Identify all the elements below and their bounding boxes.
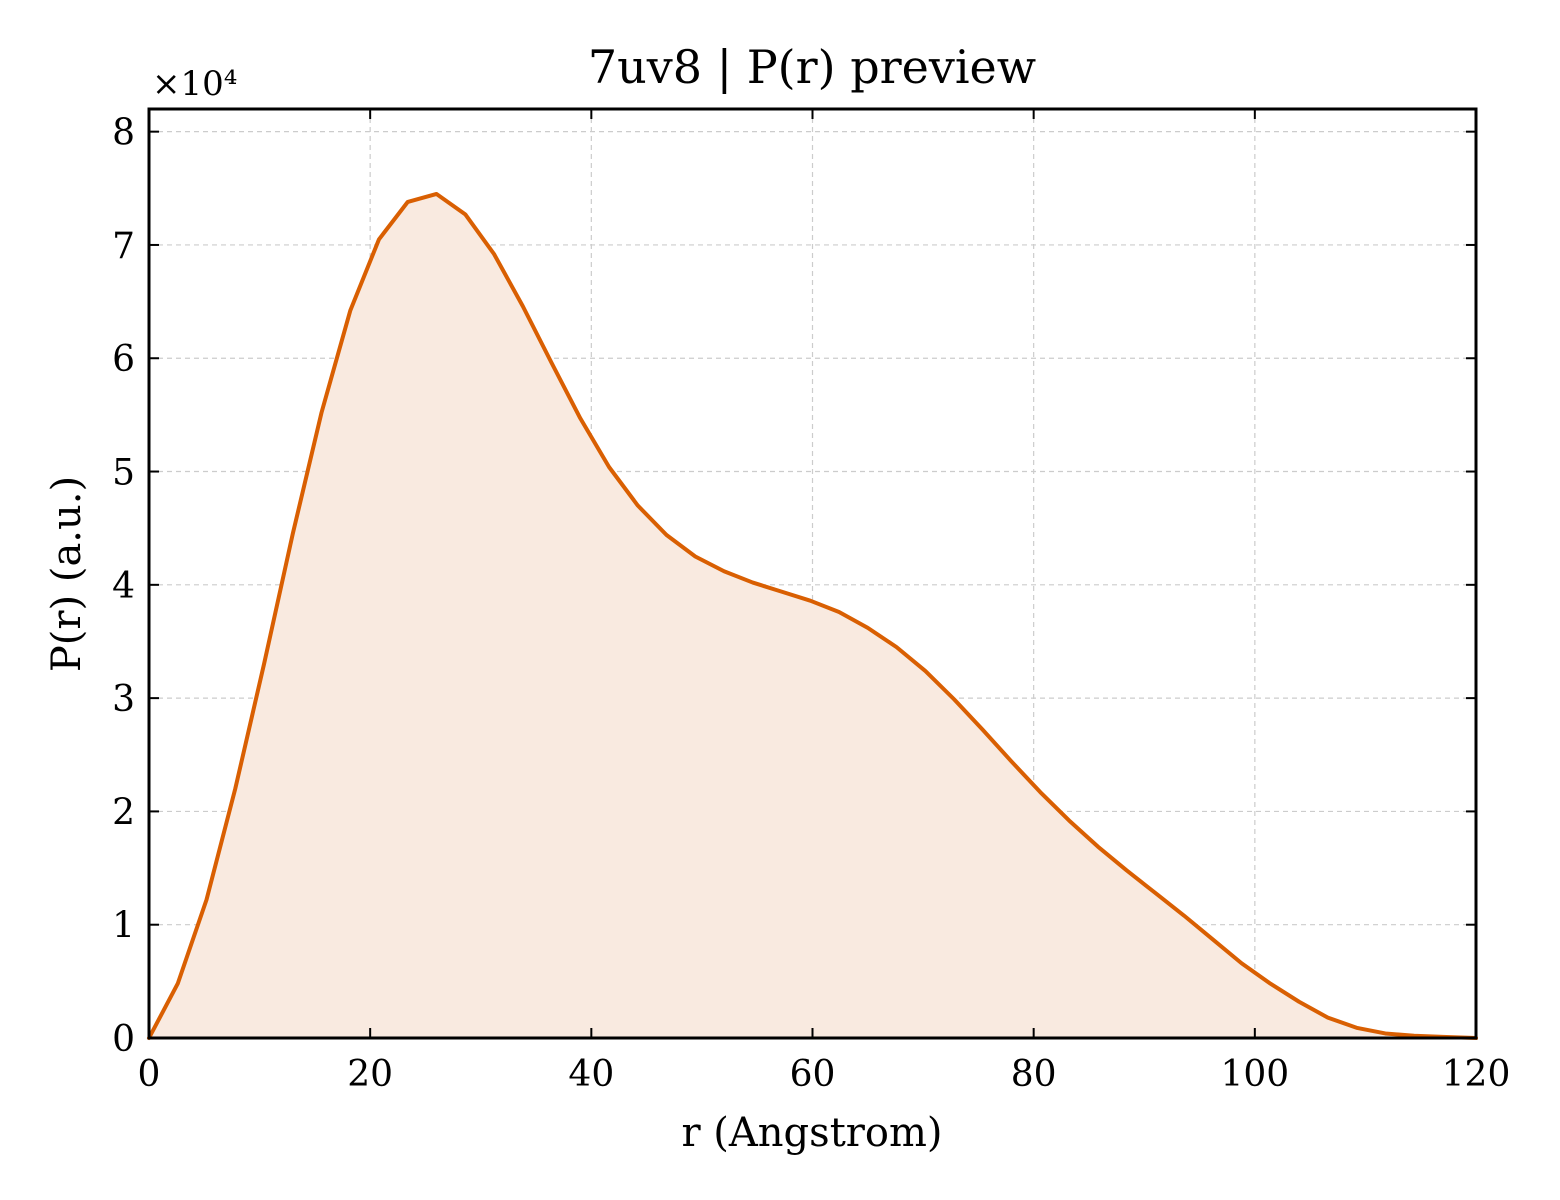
x-axis-label: r (Angstrom) [681,1110,942,1156]
pr-area-fill [149,193,1476,1039]
pr-series-line [147,191,1478,1040]
y-axis-label: P(r) (a.u.) [44,476,90,672]
y-tick-label: 3 [112,679,135,720]
chart-title: 7uv8 | P(r) preview [588,40,1036,94]
y-tick-label: 4 [112,566,135,607]
y-multiplier-label: ×10⁴ [152,64,237,104]
x-tick-label: 20 [347,1054,393,1095]
x-tick-label: 60 [790,1054,836,1095]
x-tick-label: 0 [138,1054,161,1095]
y-tick-label: 2 [112,792,135,833]
y-tick-label: 8 [112,113,135,154]
y-tick-label: 1 [112,906,135,947]
x-tick-label: 100 [1220,1054,1289,1095]
y-tick-label: 0 [112,1019,135,1060]
y-tick-label: 5 [112,453,135,494]
y-tick-label: 7 [112,226,135,267]
x-tick-label: 120 [1442,1054,1511,1095]
x-tick-label: 40 [568,1054,614,1095]
y-tick-label: 6 [112,339,135,380]
x-tick-label: 80 [1011,1054,1057,1095]
axis-ticks: 0 20 40 60 80 100 120 0 1 2 3 4 5 6 7 8 [112,109,1510,1095]
